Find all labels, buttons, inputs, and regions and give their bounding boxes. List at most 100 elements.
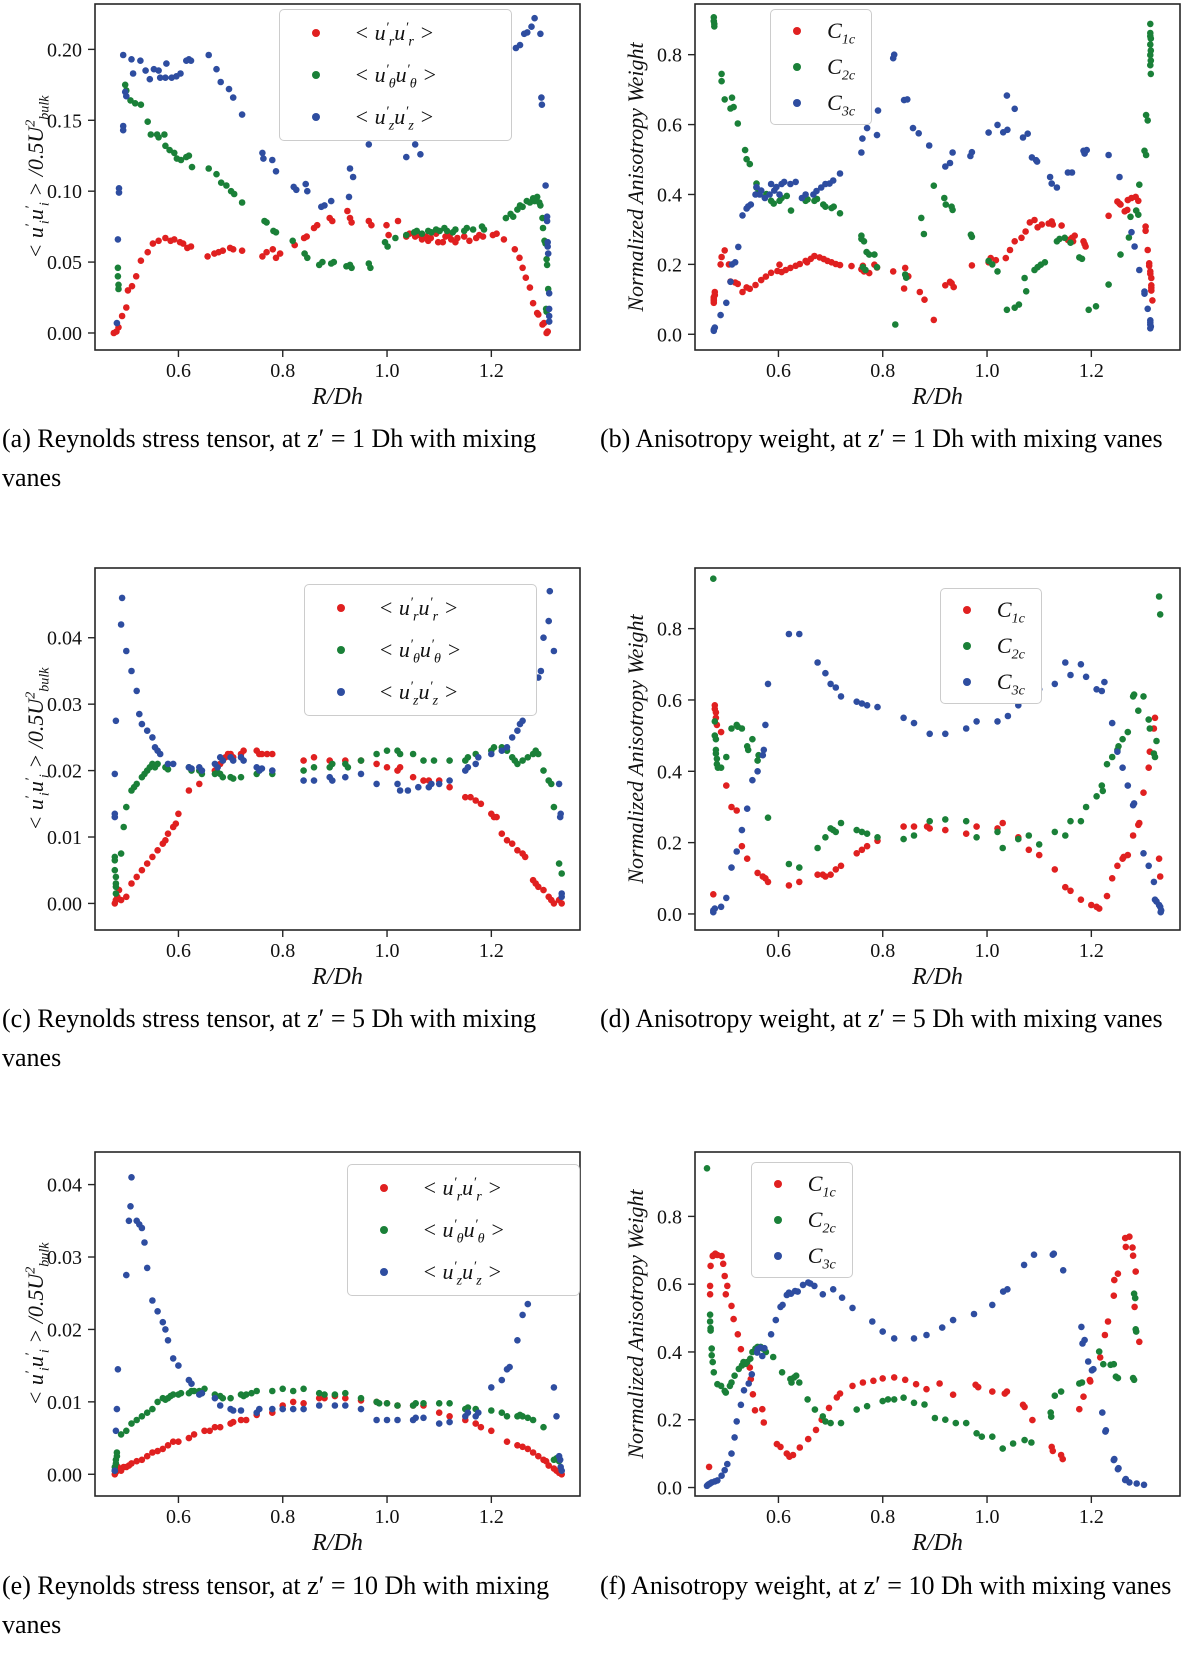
scatter-plot-b: 0.6 0.8 1.0 1.2 0.0 0.2 0.4 0.6 0.8 xyxy=(657,3,1181,382)
x-tick-label: 0.6 xyxy=(766,360,791,382)
data-point-C1c xyxy=(812,1426,820,1434)
data-point-C3c xyxy=(761,194,769,202)
data-point-uzuz xyxy=(198,767,206,774)
data-point-urur xyxy=(159,1445,167,1453)
x-tick-label: 0.8 xyxy=(270,360,295,382)
data-point-urur xyxy=(175,810,182,818)
data-point-uzuz xyxy=(187,57,195,64)
data-point-C2c xyxy=(822,1418,829,1425)
data-point-C2c xyxy=(836,210,844,217)
figure-row-2: 0.6 0.8 1.0 1.2 0.00 0.01 0.02 0.03 0.04 < u′iu′i… xyxy=(0,530,1200,990)
data-point-uzuz xyxy=(133,687,140,695)
data-point-C1c xyxy=(863,842,871,850)
figure-anisotropy-z5: 0.6 0.8 1.0 1.2 0.0 0.2 0.4 0.6 0.8 Normalized An… xyxy=(600,530,1200,990)
data-point-utut xyxy=(550,803,558,811)
data-point-C2c xyxy=(819,1413,827,1420)
data-point-C2c xyxy=(962,817,970,825)
data-point-C1c xyxy=(776,261,783,269)
data-point-C1c xyxy=(923,1385,930,1393)
data-point-C2c xyxy=(832,828,840,836)
data-point-uzuz xyxy=(524,29,531,36)
data-point-utut xyxy=(223,182,230,189)
data-point-C3c xyxy=(985,129,992,136)
data-point-C1c xyxy=(930,316,938,324)
data-point-C1c xyxy=(728,803,735,811)
data-point-C1c xyxy=(1142,227,1149,235)
data-point-C1c xyxy=(912,1380,920,1388)
data-point-urur xyxy=(132,273,140,280)
data-point-uzuz xyxy=(524,1300,532,1308)
data-point-C2c xyxy=(1130,691,1138,698)
data-point-urur xyxy=(535,311,542,318)
data-point-uzuz xyxy=(546,587,554,595)
data-point-C2c xyxy=(1144,117,1151,124)
data-point-C2c xyxy=(710,575,717,582)
data-point-urur xyxy=(172,820,180,827)
data-point-C2c xyxy=(1085,306,1092,314)
legend-label-uzuz: < u′zu′z > xyxy=(422,1258,503,1289)
data-point-C2c xyxy=(1147,35,1155,42)
data-point-urur xyxy=(439,238,447,246)
y-tick-label: 0.2 xyxy=(657,1410,682,1432)
data-point-C3c xyxy=(764,680,772,688)
data-point-C1c xyxy=(777,1443,784,1451)
data-point-uzuz xyxy=(258,765,266,772)
data-point-uzuz xyxy=(435,780,443,788)
data-point-urur xyxy=(300,1400,307,1407)
data-point-C3c xyxy=(890,1335,898,1342)
data-point-C2c xyxy=(890,1396,898,1403)
data-point-C1c xyxy=(814,871,821,878)
data-point-uzuz xyxy=(164,1337,172,1344)
data-point-C2c xyxy=(707,1327,714,1334)
data-point-utut xyxy=(509,213,517,220)
y-tick-label: 0.6 xyxy=(657,690,682,712)
y-axis-label-e: < u′iu′i > /0.5U2bulk xyxy=(22,1242,53,1406)
data-point-utut xyxy=(529,1416,537,1424)
data-point-utut xyxy=(543,255,550,263)
legend-item-C1c: C1c xyxy=(957,597,1025,625)
legend-label-C2c: C2c xyxy=(827,54,856,84)
data-point-C3c xyxy=(838,1294,846,1301)
data-point-C2c xyxy=(1078,255,1086,263)
legend-marker-green-icon xyxy=(962,641,971,650)
data-point-C1c xyxy=(1114,862,1121,870)
data-point-C3c xyxy=(1030,1251,1038,1258)
data-point-C1c xyxy=(767,269,775,277)
data-point-utut xyxy=(394,1402,401,1409)
data-point-C2c xyxy=(865,251,873,258)
data-point-C3c xyxy=(962,725,970,732)
data-point-C2c xyxy=(1155,593,1163,600)
data-point-utut xyxy=(149,1405,156,1413)
data-point-C2c xyxy=(873,263,881,271)
data-point-C2c xyxy=(1003,306,1011,314)
data-point-C2c xyxy=(862,266,869,274)
data-point-C2c xyxy=(942,201,950,208)
data-point-C2c xyxy=(1093,793,1100,800)
data-point-utut xyxy=(430,757,438,764)
data-point-uzuz xyxy=(229,1407,237,1414)
data-point-C1c xyxy=(723,782,730,789)
data-point-C3c xyxy=(1098,687,1106,695)
data-point-uzuz xyxy=(345,193,353,201)
data-point-uzuz xyxy=(279,1405,287,1413)
y-tick-label: 0.6 xyxy=(657,115,682,137)
data-point-uzuz xyxy=(164,760,172,768)
data-point-C2c xyxy=(874,834,881,841)
data-point-utut xyxy=(289,237,297,245)
data-point-C1c xyxy=(900,823,907,830)
legend-label-uzuz: < u′zu′z > xyxy=(354,103,435,134)
data-point-C2c xyxy=(746,160,754,168)
data-point-C2c xyxy=(1025,832,1033,839)
data-point-C2c xyxy=(708,1345,715,1352)
data-points xyxy=(110,14,553,337)
data-point-uzuz xyxy=(143,727,151,734)
y-axis-label-a: < u′iu′i > /0.5U2bulk xyxy=(22,95,53,259)
data-point-C3c xyxy=(779,1301,786,1309)
data-point-C3c xyxy=(724,1460,731,1468)
data-point-C3c xyxy=(772,1316,780,1324)
x-tick-label: 1.0 xyxy=(975,1506,1000,1528)
data-point-utut xyxy=(205,165,212,172)
data-point-C1c xyxy=(712,709,720,716)
data-point-urur xyxy=(258,750,266,758)
data-point-urur xyxy=(269,750,276,758)
